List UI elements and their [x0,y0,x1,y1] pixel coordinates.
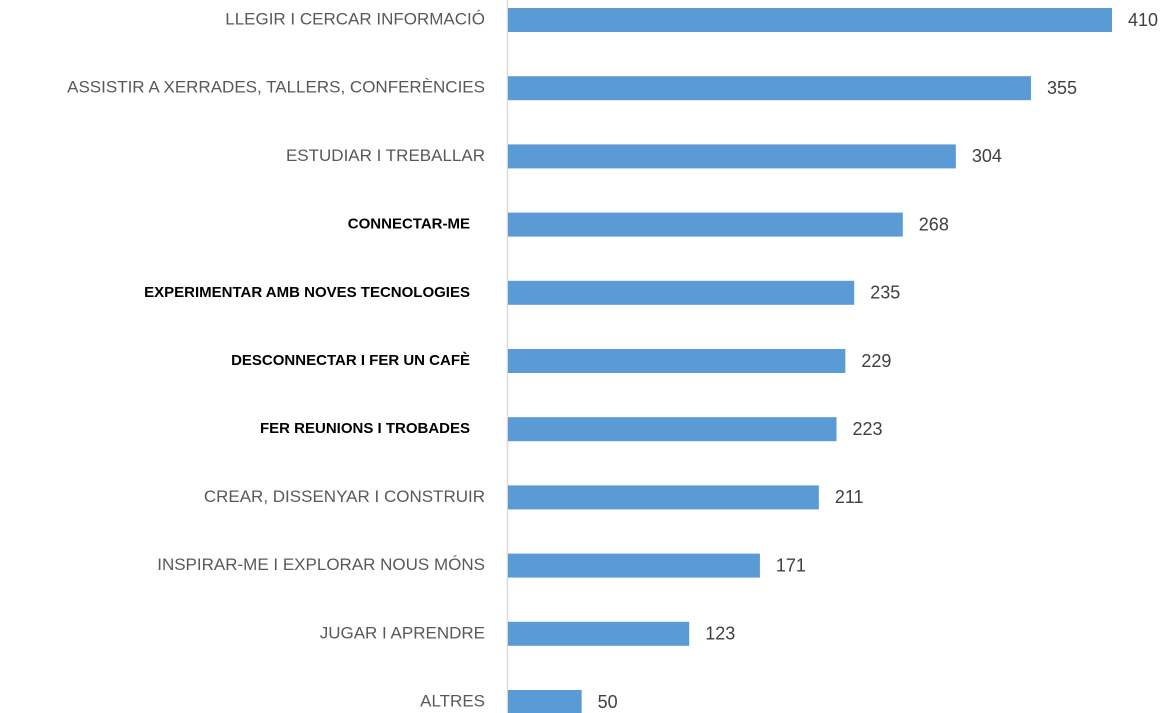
value-label: 268 [919,214,949,234]
category-label: LLEGIR I CERCAR INFORMACIÓ [225,9,485,28]
category-label: JUGAR I APRENDRE [320,623,485,642]
category-label: CONNECTAR-ME [348,216,470,233]
category-label: ESTUDIAR I TREBALLAR [286,146,485,165]
bar [508,349,846,373]
value-label: 211 [835,487,864,507]
bar [508,690,582,713]
value-label: 304 [972,146,1002,166]
value-label: 229 [861,351,891,371]
bar [508,553,760,578]
category-label: CREAR, DISSENYAR I CONSTRUIR [204,487,485,506]
value-label: 50 [598,692,618,712]
bar [508,280,855,305]
bar [508,417,837,442]
bar [508,76,1031,101]
value-label: 355 [1047,78,1077,98]
category-label: INSPIRAR-ME I EXPLORAR NOUS MÓNS [157,555,485,574]
value-label: 171 [776,555,806,575]
category-label: FER REUNIONS I TROBADES [260,420,470,437]
value-label: 123 [705,624,735,644]
category-label: ALTRES [420,691,485,710]
bar [508,485,819,510]
bar [508,8,1112,32]
bar [508,621,690,646]
category-label: EXPERIMENTAR AMB NOVES TECNOLOGIES [144,284,470,301]
bar [508,144,956,169]
category-label: DESCONNECTAR I FER UN CAFÈ [231,352,470,369]
category-label: ASSISTIR A XERRADES, TALLERS, CONFERÈNCI… [67,78,485,97]
value-label: 223 [853,419,883,439]
value-label: 410 [1128,10,1158,30]
bar [508,212,903,237]
value-label: 235 [870,283,900,303]
